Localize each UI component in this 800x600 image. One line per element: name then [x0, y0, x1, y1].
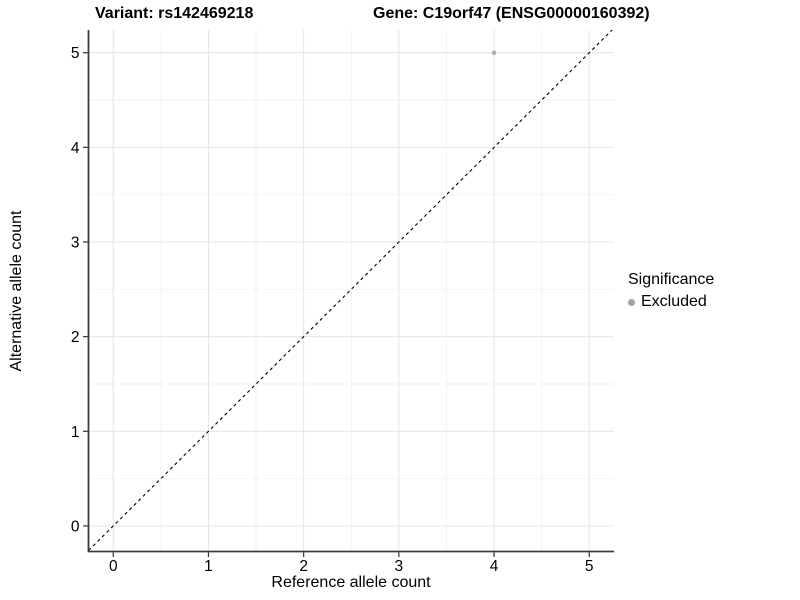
legend-item-label: Excluded	[641, 293, 707, 310]
x-tick-label: 2	[299, 558, 308, 575]
y-tick-label: 1	[71, 424, 80, 441]
x-axis-label: Reference allele count	[271, 574, 431, 591]
variant-title: Variant: rs142469218	[95, 5, 254, 22]
x-tick-label: 1	[204, 558, 213, 575]
y-axis-label: Alternative allele count	[8, 210, 25, 372]
x-tick-label: 4	[490, 558, 499, 575]
y-tick-label: 4	[71, 140, 80, 157]
identity-dashed-line	[88, 29, 613, 551]
y-tick-label: 5	[71, 45, 80, 62]
y-tick-label: 0	[71, 518, 80, 535]
x-tick-label: 5	[585, 558, 594, 575]
legend: Significance Excluded	[628, 271, 714, 311]
legend-item: Excluded	[628, 293, 714, 311]
y-tick-label: 2	[71, 329, 80, 346]
legend-point-icon	[628, 298, 635, 306]
gene-title: Gene: C19orf47 (ENSG00000160392)	[373, 5, 650, 22]
x-tick-label: 3	[395, 558, 404, 575]
y-tick-label: 3	[71, 235, 80, 252]
legend-title: Significance	[628, 271, 715, 288]
x-tick-label: 0	[109, 558, 118, 575]
data-point	[491, 50, 497, 56]
